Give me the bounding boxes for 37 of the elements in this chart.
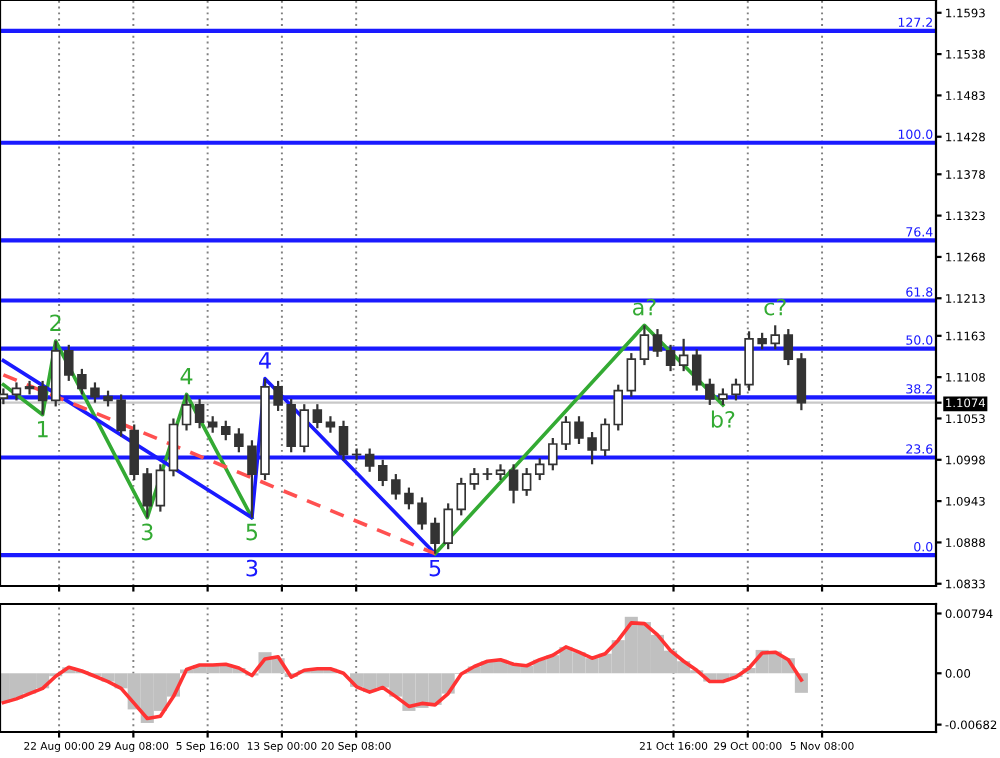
- candlestick: [626, 351, 637, 398]
- annotation: 3: [141, 523, 153, 541]
- candlestick: [299, 403, 310, 454]
- candlestick: [168, 417, 179, 478]
- candlestick: [37, 379, 48, 416]
- annotation: 4: [259, 352, 271, 369]
- annotation: a?: [633, 298, 656, 316]
- candlestick: [469, 466, 480, 491]
- annotation: 1: [37, 420, 48, 438]
- candlestick: [181, 393, 192, 432]
- annotation: c?: [764, 298, 786, 316]
- candlestick: [521, 466, 532, 497]
- annotation: 4: [180, 368, 193, 385]
- candlestick: [639, 324, 650, 367]
- line-series: [1, 621, 804, 721]
- candlestick: [796, 351, 807, 412]
- annotation: 5: [246, 523, 258, 541]
- candlestick: [364, 447, 375, 473]
- annotation: 3: [246, 559, 258, 577]
- annotation: 5: [429, 559, 441, 577]
- candlestick: [652, 327, 663, 358]
- candlestick: [312, 403, 323, 430]
- candlestick: [11, 381, 22, 402]
- candlestick: [194, 397, 205, 430]
- candlestick: [534, 457, 545, 482]
- candlestick: [338, 419, 349, 462]
- annotation: b?: [711, 410, 735, 428]
- candlestick: [691, 348, 702, 392]
- candlestick: [783, 327, 794, 367]
- candlestick: [142, 466, 153, 519]
- candlestick: [508, 463, 519, 505]
- candlestick: [155, 463, 166, 513]
- candlestick: [24, 379, 35, 396]
- candlestick: [482, 466, 493, 482]
- candlestick: [678, 337, 689, 373]
- annotation: 2: [50, 314, 61, 331]
- candlestick: [665, 343, 676, 373]
